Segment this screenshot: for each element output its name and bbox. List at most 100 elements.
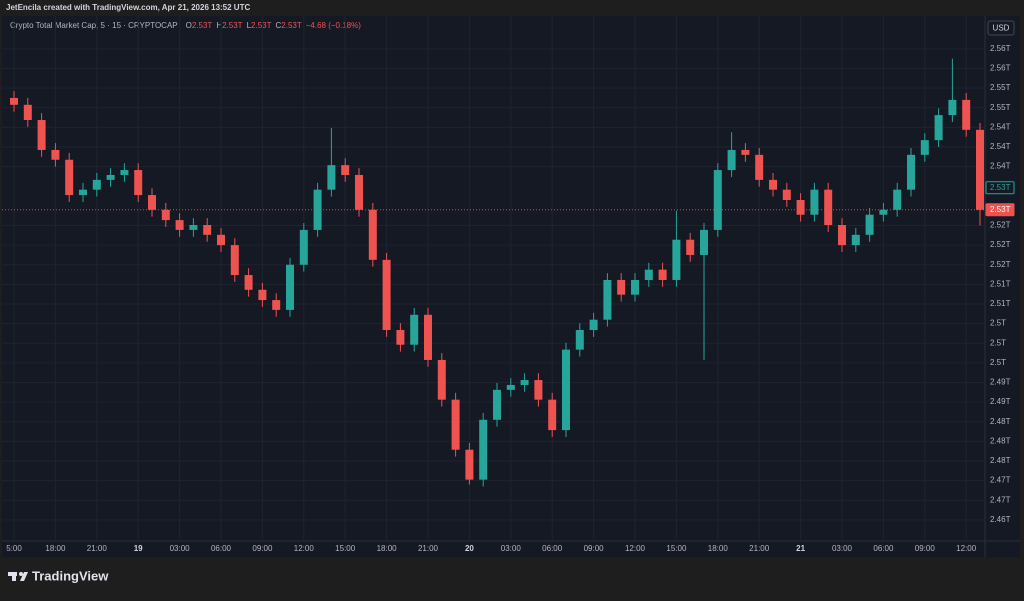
x-tick-label: 06:00 [542,544,563,553]
candle-body [589,319,598,331]
x-tick-label: 06:00 [211,544,232,553]
candle-body [51,149,60,160]
y-tick-label: 2.54T [990,162,1011,171]
x-tick-label: 18:00 [45,544,66,553]
candle-body [603,279,612,320]
ohlc-key: C [276,21,282,30]
y-tick-label: 2.55T [990,83,1011,92]
y-tick-label: 2.48T [990,456,1011,465]
candle-body [10,97,18,105]
y-tick-label: 2.52T [990,221,1011,230]
candle-body [769,179,777,190]
x-tick-label: 03:00 [501,544,522,553]
attribution: JetEncila created with TradingView.com, … [6,3,250,12]
y-tick-label: 2.56T [990,44,1011,53]
candle-body [272,300,281,310]
candle-body [175,220,184,230]
x-tick-label: 18:00 [377,544,398,553]
candle-body [782,189,791,200]
x-tick-label: 09:00 [915,544,936,553]
x-tick-label: 12:00 [294,544,315,553]
price-marker [985,203,1015,217]
candle-body [893,189,902,210]
change: −4.68 (−0.18%) [306,21,361,30]
candle-body [658,269,667,280]
candle-body [244,275,253,290]
candle-body [741,149,750,155]
candle-body [79,189,87,196]
y-tick-label: 2.5T [990,338,1006,347]
x-tick-label: 15:00 [335,544,356,553]
x-tick-label: 09:00 [584,544,605,553]
candle-body [548,399,557,431]
ohlc-key: H [216,21,222,30]
candle-body [451,399,460,450]
x-tick-label: 03:00 [832,544,853,553]
brand: TradingView [32,568,109,583]
x-tick-label: 18:00 [708,544,729,553]
x-tick-label: 21:00 [418,544,439,553]
y-tick-label: 2.5T [990,319,1006,328]
symbol: Crypto Total Market Cap, 5 · 15 · CRYPTO… [10,21,178,30]
y-tick-label: 2.56T [990,64,1011,73]
candle-body [203,225,212,235]
candle-body [713,170,722,230]
candle-body [437,359,446,400]
ohlc-value: 2.53T [222,21,243,30]
candle-body [230,245,239,276]
candle-body [92,179,101,190]
ohlc-value: 2.53T [192,21,213,30]
x-tick-label: 20 [465,544,474,553]
candle-body [755,154,764,180]
ohlc-value: 2.53T [251,21,272,30]
candle-body [562,349,570,431]
candle-body [424,314,432,360]
ohlc-key: O [186,21,192,30]
y-tick-label: 2.54T [990,122,1011,131]
candle-body [976,129,984,210]
y-tick-label: 2.51T [990,279,1011,288]
y-tick-label: 2.47T [990,476,1011,485]
price-label: 2.53T [990,183,1011,192]
y-tick-label: 2.52T [990,240,1011,249]
candle-body [810,189,819,215]
candle-body [217,234,225,246]
candle-body [23,104,32,121]
x-tick-label: 12:00 [625,544,646,553]
candle-body [534,380,543,400]
candle-body [727,149,736,171]
ohlc-value: 2.53T [281,21,302,30]
candle-body [575,330,584,350]
candle-body [299,229,308,265]
candle-body [686,239,695,255]
currency-button[interactable] [987,20,1015,36]
y-tick-label: 2.55T [990,103,1011,112]
candle-body [851,234,860,246]
candle-body [520,380,529,385]
candle-body [341,165,350,175]
candle-body [907,154,915,190]
candle-body [37,120,46,150]
candle-body [948,99,957,116]
candle-body [672,239,681,280]
y-tick-label: 2.47T [990,495,1011,504]
candle-body [631,279,639,295]
candle-body [382,259,391,331]
candle-body [327,165,336,190]
candle-body [120,170,129,175]
candle-body [189,225,198,230]
candle-body [106,174,115,180]
candle-body [396,330,405,345]
currency[interactable]: USD [993,24,1010,33]
y-tick-label: 2.54T [990,142,1011,151]
candle-body [286,264,294,310]
candle-body [796,199,805,215]
candle-body [134,170,143,196]
x-tick-label: 21:00 [87,544,108,553]
candle-body [258,289,267,301]
y-tick-label: 2.51T [990,299,1011,308]
x-tick-label: 21:00 [749,544,770,553]
candle-body [865,214,874,235]
x-tick-label: 06:00 [873,544,894,553]
x-tick-label: 21 [796,544,805,553]
